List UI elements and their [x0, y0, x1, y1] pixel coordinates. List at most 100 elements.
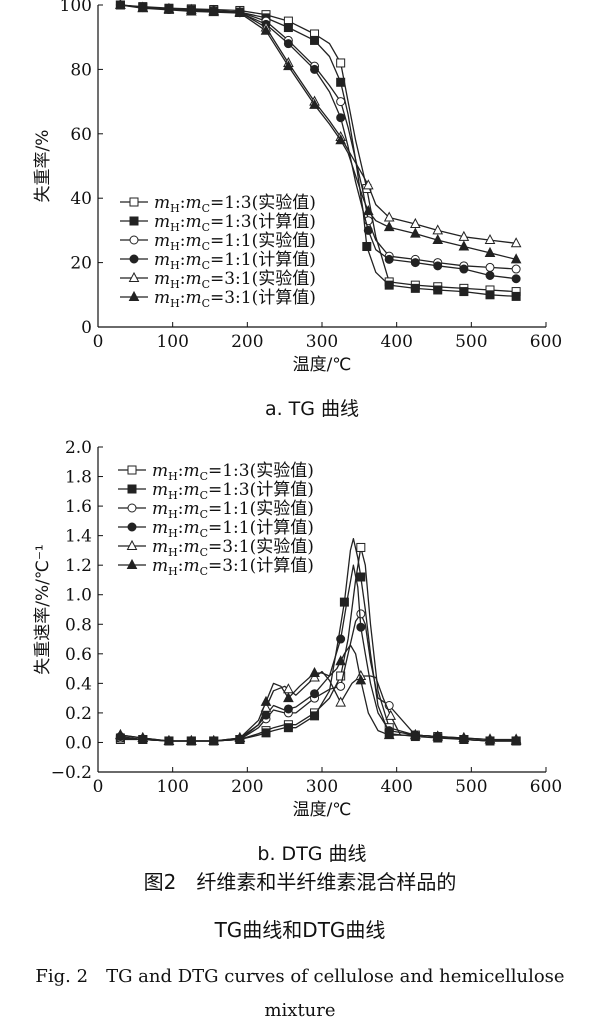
tg-data-point — [115, 0, 126, 9]
figure-caption-cn-line2: TG曲线和DTG曲线 — [214, 918, 386, 942]
dtg-legend-marker — [126, 558, 138, 569]
tg-legend-label: mH:mC=3:1(实验值) — [154, 269, 316, 291]
dtg-data-point — [208, 734, 220, 745]
tg-data-point — [208, 6, 220, 17]
dtg-legend-label: mH:mC=1:1(实验值) — [152, 499, 314, 521]
tg-data-point — [137, 2, 149, 13]
tg-x-axis-label: 温度/℃ — [293, 355, 352, 375]
tg-x-tick-label: 300 — [306, 332, 338, 352]
dtg-data-point — [356, 572, 366, 582]
dtg-legend-label: mH:mC=1:3(计算值) — [152, 480, 314, 502]
dtg-data-point — [310, 711, 320, 721]
tg-data-point — [336, 97, 346, 107]
tg-data-point — [432, 224, 444, 235]
tg-legend-marker — [129, 216, 139, 226]
tg-x-tick-label: 600 — [530, 332, 562, 352]
dtg-x-tick-label: 100 — [156, 777, 188, 797]
tg-legend-marker — [128, 271, 140, 282]
tg-data-point — [485, 262, 495, 272]
tg-data-point — [485, 270, 495, 280]
tg-x-tick-label: 200 — [231, 332, 263, 352]
tg-data-point — [335, 134, 346, 145]
dtg-legend-label: mH:mC=1:3(实验值) — [152, 461, 314, 483]
tg-data-point — [336, 77, 346, 87]
tg-data-point — [511, 264, 521, 274]
tg-data-point — [362, 179, 374, 190]
tg-legend-label: mH:mC=3:1(计算值) — [154, 288, 316, 310]
tg-subcaption: a. TG 曲线 — [265, 398, 359, 420]
dtg-x-tick-label: 400 — [380, 777, 412, 797]
dtg-data-point — [356, 542, 366, 552]
dtg-data-point — [137, 731, 149, 743]
tg-data-point — [459, 264, 469, 274]
tg-legend-label: mH:mC=1:1(计算值) — [154, 250, 316, 272]
tg-data-point — [510, 237, 522, 248]
dtg-y-tick-label: 1.4 — [65, 527, 92, 547]
tg-data-point — [383, 211, 395, 222]
tg-data-point — [384, 280, 394, 290]
dtg-series-line — [120, 613, 517, 742]
tg-x-tick-label: 100 — [156, 332, 188, 352]
tg-data-point — [459, 287, 469, 297]
dtg-legend-marker — [127, 484, 137, 494]
dtg-data-point — [283, 723, 293, 733]
dtg-x-tick-label: 500 — [455, 777, 487, 797]
figure-caption-en-line2: mixture — [264, 1000, 336, 1021]
dtg-data-point — [432, 730, 444, 741]
dtg-data-point — [283, 704, 293, 714]
tg-data-point — [484, 246, 496, 257]
dtg-data-point — [510, 734, 522, 745]
dtg-x-tick-label: 300 — [306, 777, 338, 797]
tg-x-tick-label: 400 — [380, 332, 412, 352]
dtg-series-2 — [115, 609, 521, 746]
tg-legend-marker — [129, 235, 139, 245]
dtg-legend-marker — [126, 539, 138, 550]
dtg-chart: 0 100 200 300 400 500 600 −0.2 0.0 0.2 0.4 0.6 0.8 1.… — [33, 438, 562, 865]
dtg-data-point — [356, 622, 366, 632]
tg-data-point — [283, 23, 293, 33]
dtg-data-point — [383, 728, 395, 740]
dtg-data-point — [385, 709, 397, 720]
tg-y-tick-label: 0 — [81, 318, 92, 338]
dtg-y-tick-label: −0.2 — [51, 763, 92, 783]
figure-caption-en-line1: Fig. 2 TG and DTG curves of cellulose an… — [35, 966, 565, 987]
tg-data-point — [383, 221, 395, 232]
tg-data-point — [336, 58, 346, 68]
dtg-x-tick-label: 0 — [93, 777, 104, 797]
dtg-y-tick-label: 2.0 — [65, 438, 92, 458]
tg-data-point — [410, 283, 420, 293]
dtg-data-point — [163, 734, 175, 745]
tg-data-point — [433, 261, 443, 271]
tg-x-tick-label: 500 — [455, 332, 487, 352]
tg-data-point — [362, 205, 374, 216]
dtg-y-tick-label: 0.6 — [65, 645, 92, 665]
tg-data-point — [432, 233, 444, 245]
dtg-y-tick-label: 0.4 — [65, 674, 92, 694]
tg-data-point — [310, 35, 320, 45]
dtg-legend-marker — [127, 503, 137, 513]
dtg-y-tick-label: 1.8 — [65, 468, 92, 488]
dtg-series-5 — [115, 644, 522, 745]
tg-data-point — [234, 6, 246, 18]
tg-data-point — [309, 98, 320, 109]
dtg-data-point — [186, 734, 197, 745]
tg-y-tick-label: 80 — [70, 60, 92, 80]
tg-data-point — [336, 113, 346, 123]
tg-data-point — [511, 291, 521, 301]
tg-data-point — [510, 253, 522, 264]
tg-data-point — [410, 258, 420, 268]
dtg-data-point — [336, 681, 346, 691]
dtg-legend-label: mH:mC=3:1(实验值) — [152, 537, 314, 559]
tg-data-point — [410, 227, 421, 238]
tg-legend-label: mH:mC=1:3(计算值) — [154, 212, 316, 234]
dtg-data-point — [283, 692, 294, 703]
tg-data-point — [310, 64, 320, 74]
tg-legend-marker — [129, 197, 139, 207]
dtg-y-tick-label: 1.6 — [65, 497, 92, 517]
tg-legend-marker — [128, 290, 140, 301]
tg-series-5 — [115, 0, 522, 264]
tg-data-point — [186, 5, 197, 16]
tg-x-tick-label: 0 — [93, 332, 104, 352]
tg-data-point — [384, 254, 394, 264]
